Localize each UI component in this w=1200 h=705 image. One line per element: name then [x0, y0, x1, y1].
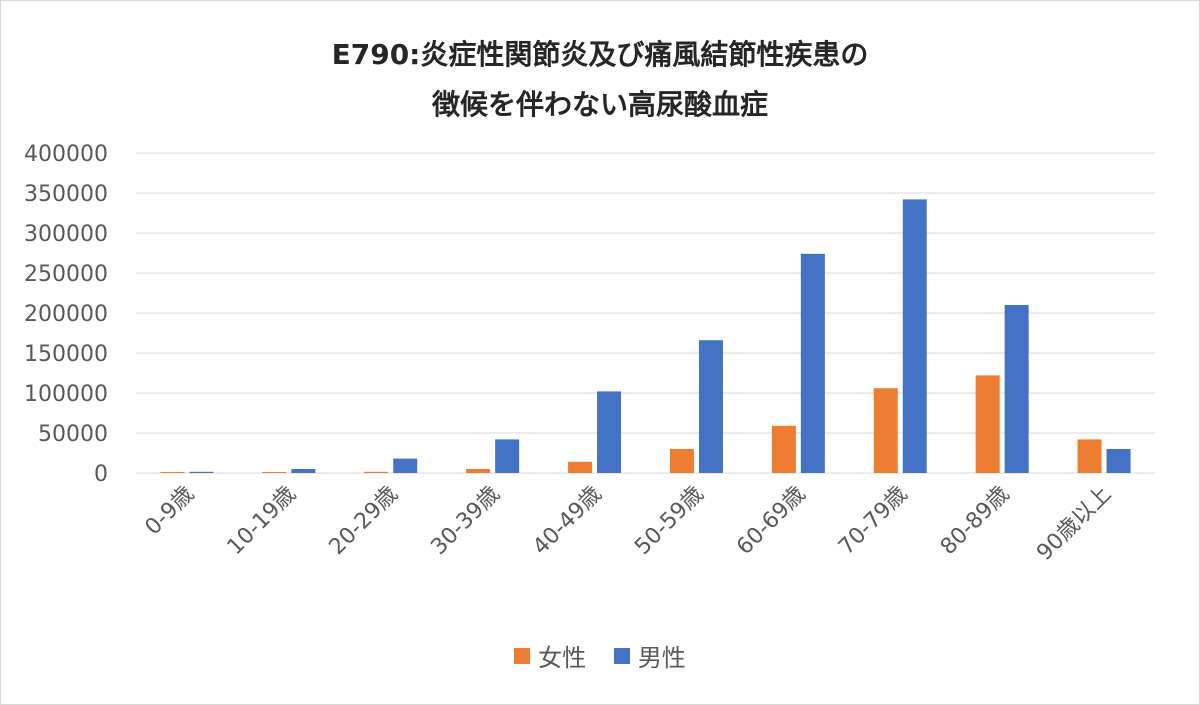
y-tick-label: 50000 [38, 422, 108, 447]
x-tick-label: 50-59歳 [630, 482, 708, 560]
bar-female [160, 472, 185, 473]
y-tick-label: 200000 [24, 302, 108, 327]
bar-male [1004, 305, 1029, 473]
legend-swatch-female [514, 647, 531, 664]
bar-male [597, 391, 622, 473]
y-tick-label: 250000 [24, 262, 108, 287]
x-tick-label: 70-79歳 [834, 482, 912, 560]
x-tick-label: 0-9歳 [141, 482, 200, 541]
bar-male [1106, 449, 1131, 473]
y-tick-label: 350000 [24, 182, 108, 207]
x-tick-label: 10-19歳 [223, 482, 301, 560]
bar-male [902, 199, 927, 473]
bar-female [1077, 439, 1102, 473]
x-tick-label: 40-49歳 [528, 482, 606, 560]
bar-male [189, 471, 214, 473]
y-tick-label: 400000 [24, 142, 108, 167]
x-tick-label: 90歳以上 [1032, 482, 1116, 566]
bar-female [771, 425, 796, 473]
bar-male [291, 469, 316, 473]
legend-swatch-male [613, 647, 630, 664]
legend-label-male: 男性 [637, 644, 686, 672]
legend-label-female: 女性 [538, 644, 587, 672]
chart-title-line-1: E790:炎症性関節炎及び痛風結節性疾患の [331, 38, 869, 71]
legend-item-male: 男性 [613, 638, 686, 673]
bar-female [873, 388, 898, 473]
y-tick-label: 100000 [24, 382, 108, 407]
x-tick-label: 80-89歳 [936, 482, 1014, 560]
x-tick-label: 20-29歳 [325, 482, 403, 560]
bar-female [975, 375, 1000, 473]
bar-female [364, 471, 389, 473]
bar-male [698, 340, 723, 473]
bar-female [669, 449, 694, 473]
bar-male [495, 439, 520, 473]
chart-title: E790:炎症性関節炎及び痛風結節性疾患の 徴候を伴わない高尿酸血症 [0, 30, 1200, 130]
chart-title-line-2: 徴候を伴わない高尿酸血症 [431, 88, 768, 121]
y-tick-label: 0 [94, 462, 108, 487]
x-tick-label: 60-69歳 [732, 482, 810, 560]
bar-female [262, 472, 287, 473]
bar-female [568, 461, 593, 473]
bar-male [800, 253, 825, 473]
legend: 女性 男性 [0, 638, 1200, 673]
bar-female [466, 469, 491, 473]
y-tick-label: 150000 [24, 342, 108, 367]
x-tick-label: 30-39歳 [426, 482, 504, 560]
y-tick-label: 300000 [24, 222, 108, 247]
legend-item-female: 女性 [514, 638, 586, 673]
bar-male [393, 458, 418, 473]
